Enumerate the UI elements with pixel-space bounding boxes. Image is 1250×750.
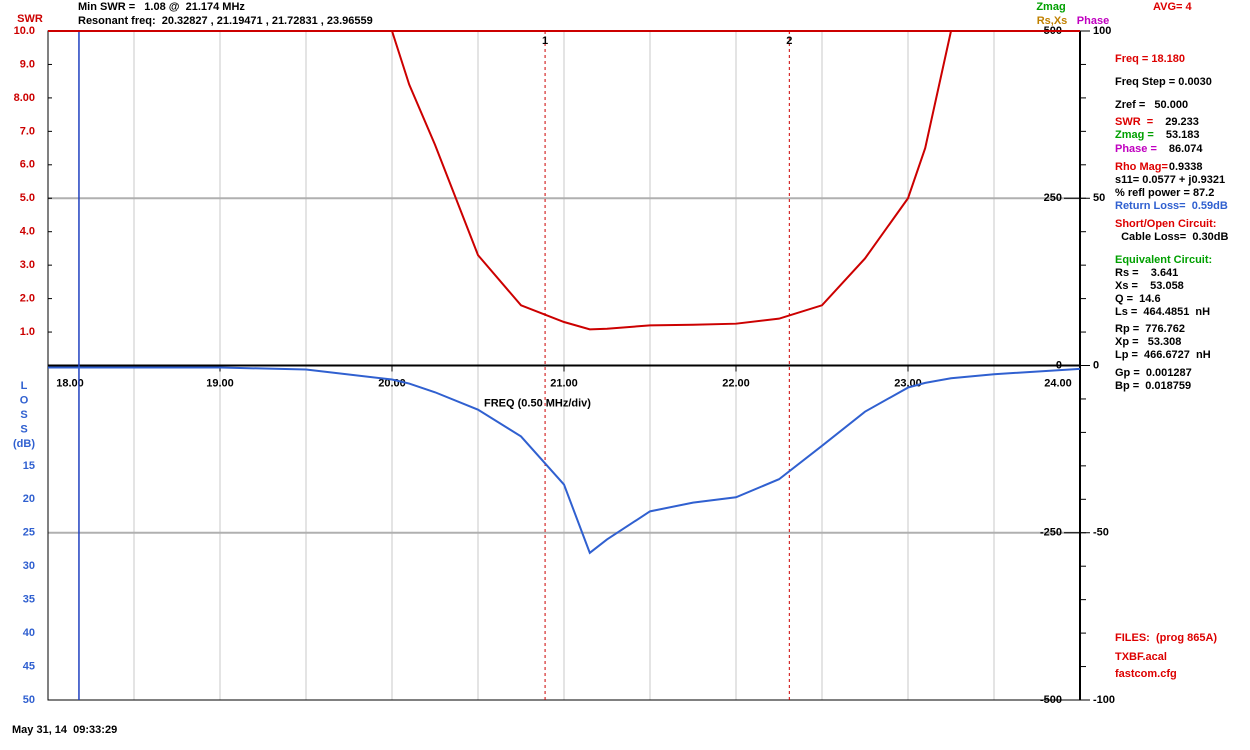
readout-label: Zref = 50.000 xyxy=(1115,99,1188,111)
readout-value: 53.183 xyxy=(1166,129,1200,141)
readout-label: Xp = 53.308 xyxy=(1115,336,1181,348)
readout-label: Lp = 466.6727 nH xyxy=(1115,349,1211,361)
loss-tick-label: 50 xyxy=(23,694,35,706)
readout-label: Q = 14.6 xyxy=(1115,293,1161,305)
readout-label: Xs = 53.058 xyxy=(1115,280,1184,292)
file-entry: fastcom.cfg xyxy=(1115,668,1177,680)
y-tick-label: 5.0 xyxy=(20,192,35,204)
y-tick-label: 4.0 xyxy=(20,226,35,238)
y-tick-label: 7.0 xyxy=(20,125,35,137)
resonant-freq: Resonant freq: 20.32827 , 21.19471 , 21.… xyxy=(78,15,373,27)
y-tick-label: 9.0 xyxy=(20,58,35,70)
y-tick-label: 1.0 xyxy=(20,326,35,338)
swr-axis-label: SWR xyxy=(17,13,43,25)
readout-value: 0.9338 xyxy=(1169,161,1203,173)
y-tick-label: 10.0 xyxy=(14,25,35,37)
right-tick-label: 100 xyxy=(1093,25,1111,37)
marker-label: 1 xyxy=(542,35,548,47)
legend-entry: Rs,Xs xyxy=(1037,15,1068,27)
y-tick-label: 8.00 xyxy=(14,92,35,104)
readout-label: % refl power = 87.2 xyxy=(1115,187,1214,199)
marker-label: 2 xyxy=(786,35,792,47)
x-axis-label: FREQ (0.50 MHz/div) xyxy=(484,397,591,409)
readout-label: Phase = xyxy=(1115,143,1157,155)
legend-entry: Phase xyxy=(1077,15,1109,27)
readout-value: 86.074 xyxy=(1169,143,1204,155)
readout-label: Short/Open Circuit: xyxy=(1115,218,1216,230)
trace xyxy=(48,30,1080,331)
readout-label: Rho Mag= xyxy=(1115,161,1168,173)
legend-entry: Zmag xyxy=(1036,1,1065,13)
readout-label: Gp = 0.001287 xyxy=(1115,367,1192,379)
readout-label: SWR = xyxy=(1115,116,1153,128)
loss-axis-label: (dB) xyxy=(13,438,35,450)
readout-label: Ls = 464.4851 nH xyxy=(1115,306,1210,318)
readout-label: Freq Step = 0.0030 xyxy=(1115,76,1212,88)
min-swr: Min SWR = 1.08 @ 21.174 MHz xyxy=(78,1,245,13)
loss-tick-label: 25 xyxy=(23,527,35,539)
loss-axis-label: O xyxy=(20,394,29,406)
right-tick-label: -100 xyxy=(1093,694,1115,706)
x-tick-label: 18.00 xyxy=(56,377,84,389)
loss-tick-label: 45 xyxy=(23,660,35,672)
right-tick-label: -50 xyxy=(1093,527,1109,539)
loss-axis-label: S xyxy=(20,423,27,435)
loss-tick-label: 40 xyxy=(23,627,35,639)
readout-label: Rp = 776.762 xyxy=(1115,323,1185,335)
x-tick-label: 21.00 xyxy=(550,377,578,389)
readout-label: s11= 0.0577 + j0.9321 xyxy=(1115,174,1225,186)
x-tick-label: 22.00 xyxy=(722,377,750,389)
right-tick-label: 250 xyxy=(1044,192,1062,204)
right-tick-label: 0 xyxy=(1093,359,1099,371)
loss-tick-label: 20 xyxy=(23,493,35,505)
readout-label: Zmag = xyxy=(1115,129,1154,141)
readout-label: Rs = 3.641 xyxy=(1115,267,1178,279)
trace xyxy=(48,366,1081,555)
readout-label: Bp = 0.018759 xyxy=(1115,380,1191,392)
right-tick-label: -250 xyxy=(1040,527,1062,539)
y-tick-label: 2.0 xyxy=(20,293,35,305)
loss-axis-label: S xyxy=(20,409,27,421)
x-tick-label: 19.00 xyxy=(206,377,234,389)
loss-axis-label: L xyxy=(21,380,28,392)
file-entry: TXBF.acal xyxy=(1115,651,1167,663)
readout-label: Equivalent Circuit: xyxy=(1115,254,1212,266)
readout-label: Return Loss= 0.59dB xyxy=(1115,200,1228,212)
loss-tick-label: 35 xyxy=(23,594,35,606)
y-tick-label: 6.0 xyxy=(20,159,35,171)
x-tick-label: 24.00 xyxy=(1044,377,1072,389)
file-entry: FILES: (prog 865A) xyxy=(1115,632,1217,644)
avg: AVG= 4 xyxy=(1153,1,1193,13)
readout-label: Freq = 18.180 xyxy=(1115,53,1185,65)
readout-label: Cable Loss= 0.30dB xyxy=(1115,231,1228,243)
timestamp: May 31, 14 09:33:29 xyxy=(12,724,117,736)
readout-value: 29.233 xyxy=(1165,116,1199,128)
y-tick-label: 3.0 xyxy=(20,259,35,271)
loss-tick-label: 30 xyxy=(23,560,35,572)
right-tick-label: 50 xyxy=(1093,192,1105,204)
loss-tick-label: 15 xyxy=(23,460,35,472)
